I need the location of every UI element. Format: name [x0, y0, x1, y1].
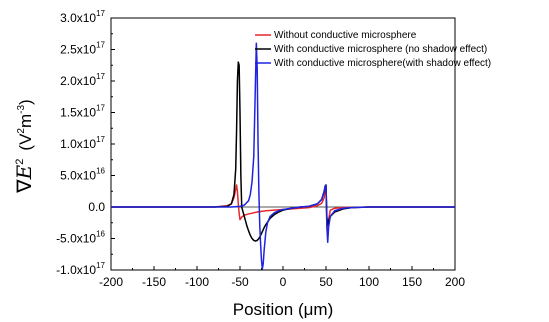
y-axis-title-unit-exp1: 2 [16, 128, 27, 134]
y-tick-label: 1.0x1017 [60, 135, 105, 151]
y-tick-label: -1.0x1017 [56, 261, 105, 277]
x-axis: -200 -150 -100 -50 0 50 100 150 200 [99, 266, 465, 289]
y-tick-label-exponent: 17 [96, 72, 105, 81]
y-axis-title-unit-m: m [16, 114, 35, 128]
y-tick-label-mantissa: -5.0x10 [56, 232, 96, 246]
legend-label: With conductive microsphere(with shadow … [274, 58, 491, 69]
y-tick-label: 2.0x1017 [60, 72, 105, 88]
y-tick-label-mantissa: -1.0x10 [56, 263, 96, 277]
y-tick-label-mantissa: 2.5x10 [60, 43, 96, 57]
x-tick-label: 200 [445, 275, 465, 289]
y-tick-label-exponent: 17 [96, 9, 105, 18]
x-tick-label: 50 [319, 275, 333, 289]
y-axis-title-unit-open: (V [16, 133, 35, 151]
y-axis-title-unit-exp2: -3 [16, 105, 27, 114]
y-axis-title-unit-close: ) [16, 99, 35, 105]
series-line-2 [111, 61, 455, 242]
y-tick-label-exponent: 16 [96, 230, 105, 239]
y-tick-label-mantissa: 1.0x10 [60, 137, 96, 151]
y-tick-label-exponent: 17 [96, 135, 105, 144]
y-tick-label-exponent: 16 [96, 167, 105, 176]
y-tick-label-mantissa: 2.0x10 [60, 74, 96, 88]
x-tick-label: 100 [359, 275, 379, 289]
x-tick-label: -200 [99, 275, 123, 289]
y-tick-label-mantissa: 5.0x10 [60, 169, 96, 183]
y-tick-label-mantissa: 1.5x10 [60, 106, 96, 120]
plot-border [110, 17, 456, 271]
y-axis-title-symbol: ∇ [14, 179, 36, 194]
y-tick-label: 3.0x1017 [60, 9, 105, 25]
x-tick-label: -150 [142, 275, 166, 289]
y-tick-label: 1.5x1017 [60, 104, 105, 120]
series-line-1 [111, 184, 455, 238]
x-axis-title: Position (μm) [233, 300, 333, 319]
legend: Without conductive microsphere With condu… [255, 30, 491, 69]
y-tick-label-exponent: 17 [96, 41, 105, 50]
series-layer [111, 42, 455, 270]
y-axis: -1.0x1017-5.0x10160.05.0x10161.0x10171.5… [56, 9, 115, 277]
y-tick-label-mantissa: 3.0x10 [60, 11, 96, 25]
plot-area [110, 17, 456, 271]
y-tick-label-mantissa: 0.0 [88, 200, 105, 214]
x-tick-label: 0 [280, 275, 287, 289]
legend-label: With conductive microsphere (no shadow e… [274, 44, 487, 55]
x-tick-label: -100 [185, 275, 209, 289]
legend-label: Without conductive microsphere [274, 30, 417, 41]
y-tick-label: -5.0x1016 [56, 230, 105, 246]
y-tick-label: 5.0x1016 [60, 167, 105, 183]
y-tick-label-exponent: 17 [96, 261, 105, 270]
x-tick-label: -50 [231, 275, 249, 289]
y-tick-label-exponent: 17 [96, 104, 105, 113]
y-axis-title: ∇E2(V2m-3) [12, 99, 36, 193]
x-tick-label: 150 [402, 275, 422, 289]
series-line-3 [111, 42, 455, 270]
y-axis-title-variable-exponent: 2 [14, 159, 26, 165]
y-tick-label: 0.0 [88, 200, 105, 214]
y-axis-title-variable: E [12, 164, 36, 180]
y-tick-label: 2.5x1017 [60, 41, 105, 57]
